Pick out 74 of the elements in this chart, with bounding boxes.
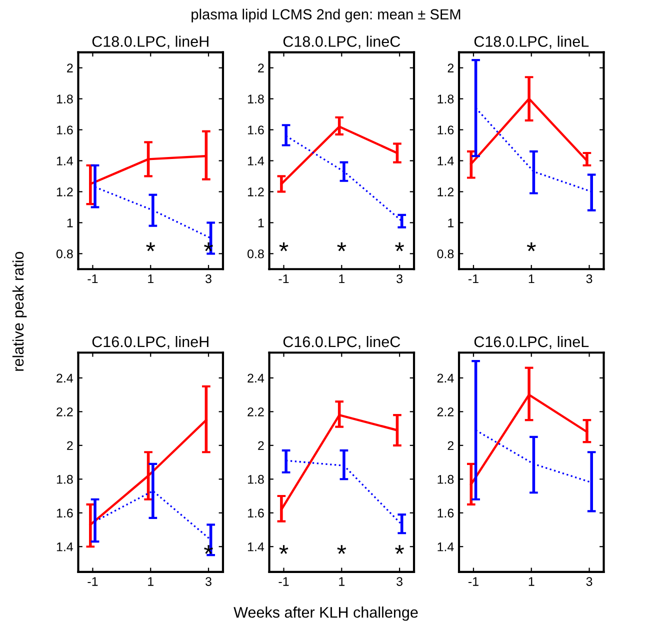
y-tick-label: 1.6 <box>248 126 264 134</box>
x-tick-label: -1 <box>88 274 98 284</box>
chart-title: C18.0.LPC, lineC <box>283 36 400 49</box>
x-axis-title: Weeks after KLH challenge <box>234 606 418 621</box>
y-tick-label: 1.2 <box>56 188 73 196</box>
chart-title: C18.0.LPC, lineL <box>474 36 589 49</box>
x-tick-label: -1 <box>468 577 478 586</box>
text: plasma lipid LCMS 2nd gen: mean ± SEM <box>192 8 460 22</box>
annotation: * <box>337 545 346 554</box>
x-tick-label: 1 <box>528 577 534 586</box>
y-tick-label: 1.4 <box>248 542 264 552</box>
annotation: * <box>395 242 404 252</box>
x-tick-label: -1 <box>88 577 98 586</box>
x-tick-label: 1 <box>148 274 154 284</box>
y-tick-label: 1.4 <box>438 542 454 552</box>
y-tick-label: 1.8 <box>56 474 73 484</box>
x-tick-label: 3 <box>396 577 402 586</box>
x-tick-label: 3 <box>586 577 592 586</box>
annotation: * <box>337 242 346 252</box>
y-tick-label: 2 <box>258 64 264 72</box>
y-tick-label: 2 <box>448 441 454 450</box>
x-tick-label: 1 <box>339 577 345 586</box>
chart-title: C16.0.LPC, lineC <box>283 336 400 350</box>
x-tick-label: 1 <box>148 577 154 586</box>
y-tick-label: 1.8 <box>438 94 454 104</box>
y-tick-label: 1.4 <box>56 156 74 166</box>
y-tick-label: 1.6 <box>438 508 454 518</box>
y-tick-label: 2 <box>448 64 454 72</box>
x-tick-label: 3 <box>586 274 592 284</box>
y-tick-label: 1.8 <box>438 474 454 484</box>
y-tick-label: 1.8 <box>248 474 264 484</box>
x-tick-label: -1 <box>278 577 289 586</box>
y-tick-label: 1.6 <box>248 508 264 518</box>
y-tick-label: 2.2 <box>56 407 73 416</box>
y-tick-label: 0.8 <box>248 249 264 258</box>
y-tick-label: 0.8 <box>437 249 454 258</box>
annotation: * <box>146 242 156 252</box>
y-tick-label: 1 <box>67 218 73 228</box>
y-tick-label: 2.4 <box>248 374 264 382</box>
y-tick-label: 2.4 <box>437 374 454 382</box>
y-tick-label: 1.6 <box>56 508 73 518</box>
y-tick-label: 2 <box>258 441 264 450</box>
y-tick-label: 0.8 <box>56 249 73 258</box>
y-tick-label: 1 <box>258 218 264 228</box>
x-tick-label: 3 <box>206 274 212 284</box>
y-tick-label: 1.2 <box>438 188 454 196</box>
y-tick-label: 1.2 <box>248 188 264 196</box>
x-tick-label: -1 <box>278 274 289 284</box>
y-tick-label: 1.8 <box>56 94 73 104</box>
y-tick-label: 2.2 <box>248 407 264 416</box>
x-tick-label: 1 <box>528 274 534 284</box>
y-tick-label: 1.6 <box>56 126 73 134</box>
y-tick-label: 1.4 <box>438 156 454 166</box>
y-tick-label: 1.4 <box>56 542 74 552</box>
y-tick-label: 2 <box>67 64 73 72</box>
y-tick-label: 2 <box>67 441 73 450</box>
y-tick-label: 2.4 <box>56 374 74 382</box>
chart-title: C16.0.LPC, lineL <box>474 336 589 350</box>
annotation: * <box>279 545 288 554</box>
y-tick-label: 1 <box>448 218 454 228</box>
y-axis-title: relative peak ratio <box>12 252 27 371</box>
y-tick-label: 2.2 <box>437 407 454 416</box>
x-tick-label: -1 <box>468 274 478 284</box>
x-tick-label: 3 <box>206 577 212 586</box>
y-tick-label: 1.6 <box>438 126 454 134</box>
chart-title: C18.0.LPC, lineH <box>92 36 208 49</box>
annotation: * <box>526 242 536 252</box>
chart-title: C16.0.LPC, lineH <box>92 336 208 350</box>
x-tick-label: 1 <box>339 274 345 284</box>
x-tick-label: 3 <box>396 274 402 284</box>
y-tick-label: 1.4 <box>248 156 264 166</box>
y-tick-label: 1.8 <box>248 94 264 104</box>
annotation: * <box>279 242 288 252</box>
annotation: * <box>395 545 404 554</box>
